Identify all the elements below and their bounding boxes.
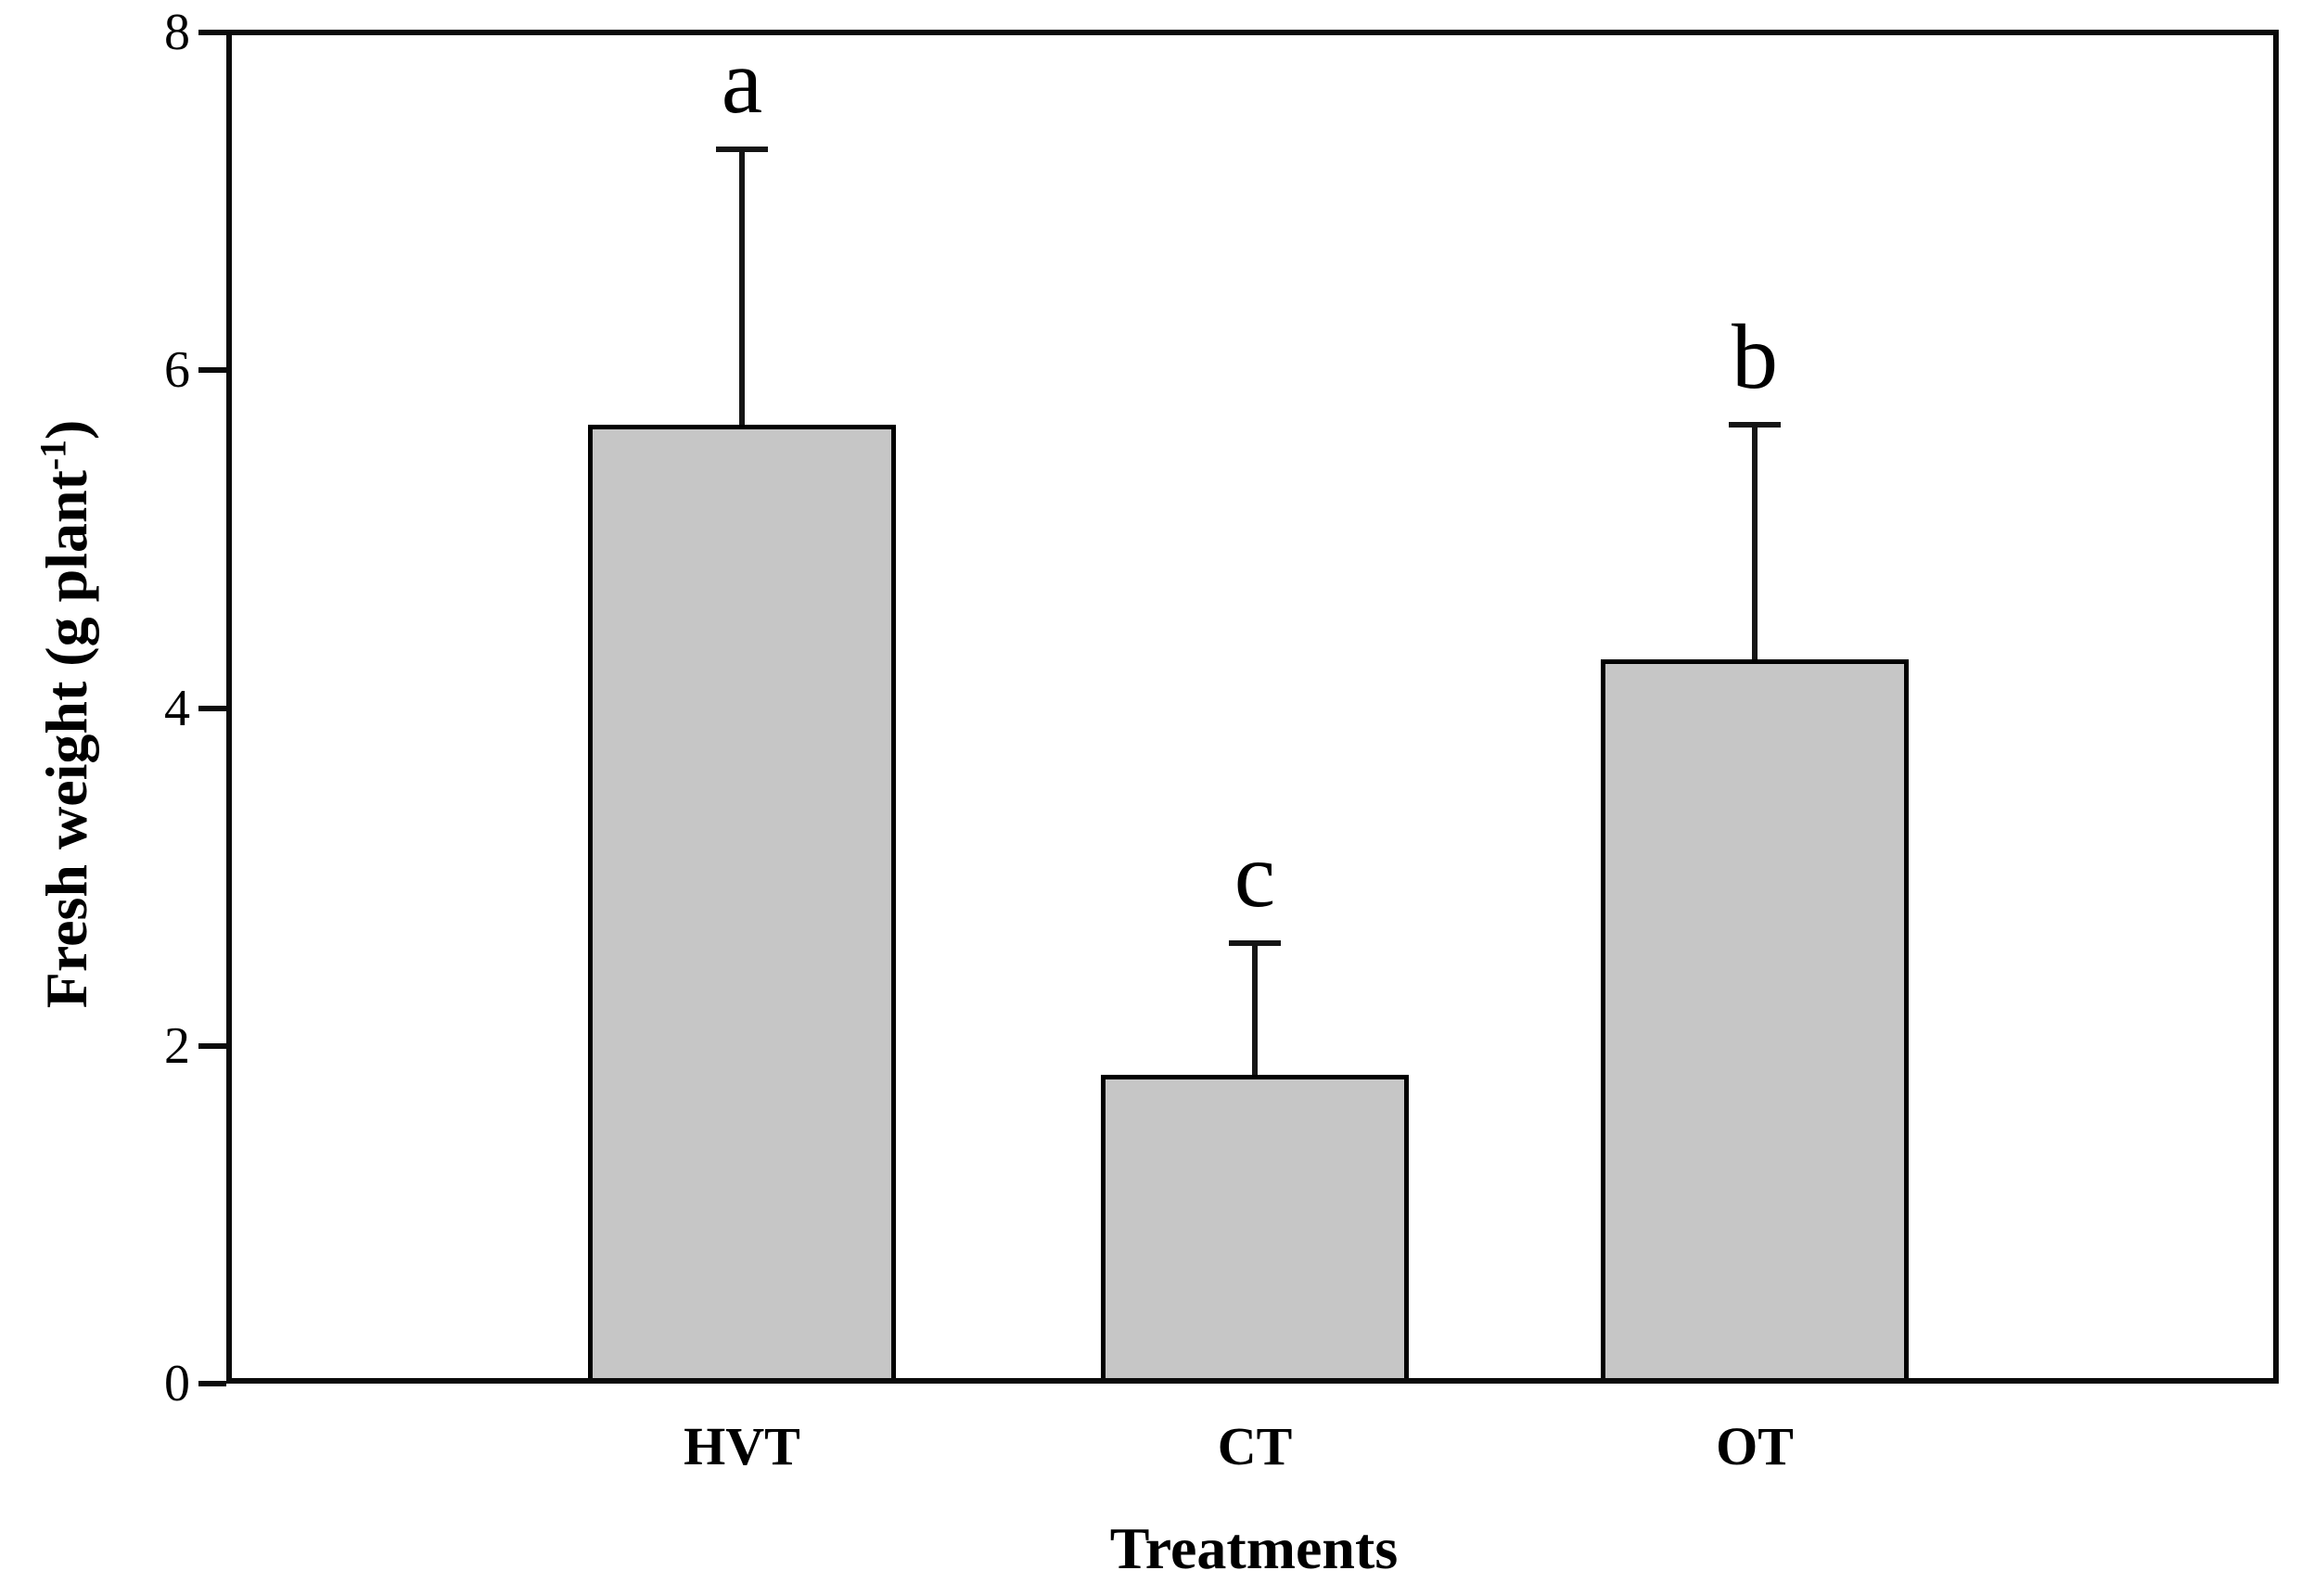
error-bar-cap-hvt [716, 146, 768, 152]
sig-letter-ot: b [1732, 304, 1778, 408]
error-bar-line-hvt [739, 151, 745, 425]
y-tick-label-4: 4 [164, 679, 190, 737]
error-bar-cap-ot [1729, 421, 1781, 428]
x-axis-title: Treatments [1109, 1515, 1399, 1581]
y-tick-6 [198, 367, 226, 374]
y-tick-8 [198, 30, 226, 35]
y-tick-label-0: 0 [164, 1355, 190, 1412]
y-tick-0 [198, 1381, 226, 1386]
y-tick-label-8: 8 [164, 4, 190, 61]
error-bar-cap-ct [1229, 939, 1281, 946]
sig-letter-ct: c [1234, 823, 1276, 926]
bar-ot [1601, 658, 1909, 1378]
error-bar-line-ot [1752, 427, 1758, 659]
x-category-label-ot: OT [1716, 1416, 1794, 1476]
bar-ct [1101, 1074, 1409, 1378]
y-axis-title-superscript: -1 [32, 440, 74, 471]
y-tick-label-2: 2 [164, 1016, 190, 1075]
y-axis-title-suffix: ) [33, 419, 99, 440]
y-tick-label-6: 6 [164, 341, 190, 400]
x-category-label-ct: CT [1217, 1416, 1293, 1476]
error-bar-line-ct [1252, 945, 1258, 1075]
y-tick-2 [198, 1042, 226, 1049]
plot-area [226, 30, 2279, 1384]
sig-letter-hvt: a [721, 29, 763, 133]
bar-hvt [588, 424, 896, 1378]
y-tick-4 [198, 705, 226, 711]
x-category-label-hvt: HVT [684, 1416, 800, 1476]
